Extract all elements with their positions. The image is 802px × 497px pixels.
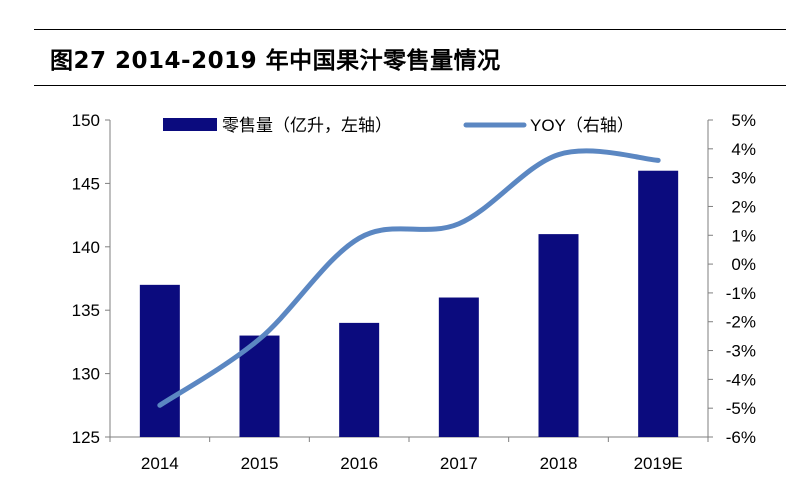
legend-line-label: YOY（右轴） — [530, 116, 634, 135]
x-tick-label: 2017 — [440, 454, 478, 473]
right-tick-label: 1% — [731, 226, 756, 245]
bar — [139, 284, 180, 437]
left-tick-label: 135 — [72, 301, 100, 320]
bar — [538, 234, 579, 437]
x-tick-label: 2018 — [540, 454, 578, 473]
chart-title: 图27 2014-2019 年中国果汁零售量情况 — [50, 48, 501, 74]
right-tick-label: -6% — [726, 428, 756, 447]
right-tick-label: 5% — [731, 111, 756, 130]
bar — [339, 322, 380, 437]
right-tick-label: 2% — [731, 197, 756, 216]
bar — [438, 297, 479, 437]
right-tick-label: -4% — [726, 370, 756, 389]
x-tick-label: 2016 — [340, 454, 378, 473]
x-tick-label: 2014 — [141, 454, 179, 473]
right-tick-label: 0% — [731, 255, 756, 274]
right-tick-label: 3% — [731, 169, 756, 188]
legend-bar-label: 零售量（亿升，左轴） — [222, 116, 392, 135]
right-tick-label: -3% — [726, 342, 756, 361]
right-tick-label: -2% — [726, 313, 756, 332]
x-tick-label: 2019E — [634, 454, 683, 473]
left-tick-label: 130 — [72, 365, 100, 384]
title-block: 图27 2014-2019 年中国果汁零售量情况 — [34, 29, 786, 86]
left-tick-label: 145 — [72, 174, 100, 193]
legend-bar-swatch — [163, 118, 217, 131]
title-bottom-rule — [34, 85, 786, 86]
x-tick-label: 2015 — [241, 454, 279, 473]
right-tick-label: -1% — [726, 284, 756, 303]
title-top-rule — [34, 29, 786, 30]
left-tick-label: 125 — [72, 428, 100, 447]
bar — [638, 170, 679, 437]
right-tick-label: 4% — [731, 140, 756, 159]
yoy-series-line — [157, 148, 661, 408]
left-tick-label: 150 — [72, 111, 100, 130]
right-tick-label: -5% — [726, 399, 756, 418]
left-tick-label: 140 — [72, 238, 100, 257]
